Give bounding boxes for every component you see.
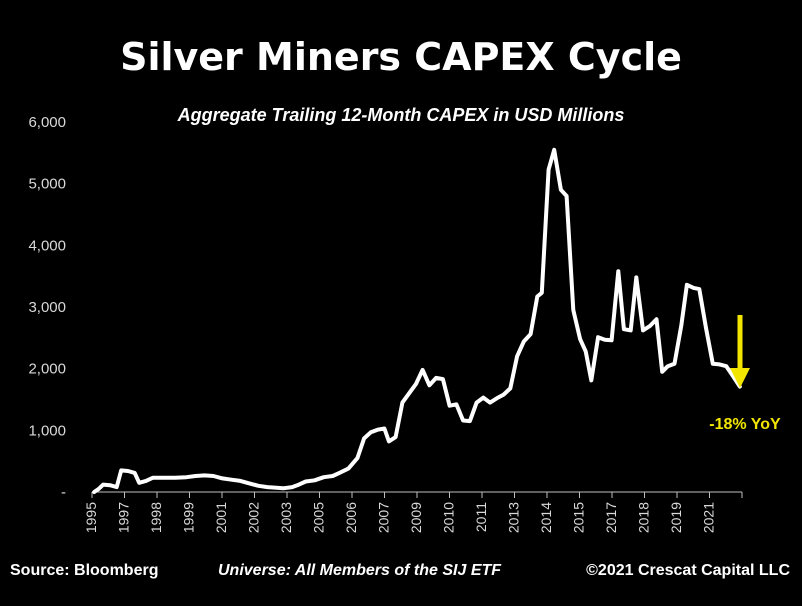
- x-tick-label: 1998: [148, 502, 164, 533]
- x-tick-label: 2013: [506, 502, 522, 533]
- x-tick-label: 2021: [701, 502, 717, 533]
- x-tick-label: 1995: [83, 502, 99, 533]
- copyright-label: ©2021 Crescat Capital LLC: [586, 562, 790, 579]
- y-tick-label: 1,000: [28, 422, 66, 439]
- x-tick-label: 1997: [116, 502, 132, 533]
- chart-title: Silver Miners CAPEX Cycle: [120, 35, 682, 79]
- x-tick-label: 2006: [343, 502, 359, 533]
- y-tick-label: 2,000: [28, 361, 66, 378]
- y-tick-label: -: [61, 484, 66, 501]
- x-tick-label: 2011: [473, 502, 489, 532]
- chart-subtitle: Aggregate Trailing 12-Month CAPEX in USD…: [177, 105, 625, 125]
- x-tick-label: 2015: [571, 502, 587, 533]
- x-tick-label: 2007: [376, 502, 392, 533]
- x-tick-label: 2001: [213, 502, 229, 533]
- x-tick-label: 2019: [668, 502, 684, 533]
- x-tick-label: 2010: [441, 502, 457, 533]
- x-tick-label: 2018: [636, 502, 652, 533]
- x-tick-label: 2005: [311, 502, 327, 533]
- source-label: Source: Bloomberg: [10, 562, 158, 579]
- plot-area: [92, 147, 742, 494]
- down-arrow-icon: [730, 368, 750, 388]
- y-tick-label: 6,000: [28, 114, 66, 131]
- x-tick-label: 2003: [278, 502, 294, 533]
- capex-series-line: [92, 147, 742, 494]
- x-tick-label: 2002: [246, 502, 262, 533]
- y-axis-ticks: - 1,000 2,000 3,000 4,000 5,000 6,000: [28, 114, 66, 501]
- x-tick-label: 2017: [603, 502, 619, 533]
- y-tick-label: 5,000: [28, 176, 66, 193]
- yoy-annotation: -18% YoY: [709, 315, 781, 433]
- x-tick-label: 2014: [538, 502, 554, 533]
- y-tick-label: 4,000: [28, 237, 66, 254]
- yoy-change-label: -18% YoY: [709, 416, 781, 433]
- x-tick-label: 1999: [181, 502, 197, 533]
- x-tick-label: 2009: [408, 502, 424, 533]
- x-axis: 1995 1997 1998 1999 2001 2002 2003 2005 2006 2007…: [83, 491, 743, 533]
- universe-label: Universe: All Members of the SIJ ETF: [218, 562, 502, 579]
- y-tick-label: 3,000: [28, 299, 66, 316]
